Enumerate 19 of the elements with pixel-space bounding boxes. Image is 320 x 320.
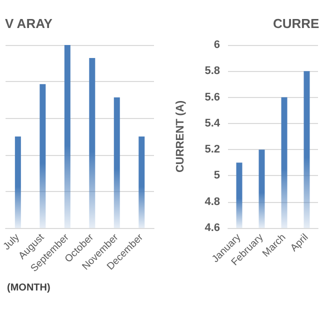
- chart-title: CURRE: [273, 16, 320, 31]
- y-tick-label: 5.2: [204, 144, 220, 156]
- y-tick-label: 5.4: [204, 117, 221, 130]
- x-axis-title: (MONTH): [7, 282, 50, 294]
- y-tick-label: 6: [214, 39, 220, 51]
- y-tick-label: 5.8: [204, 65, 220, 78]
- y-tick-label: 5: [214, 170, 220, 182]
- bar: [64, 45, 70, 228]
- y-tick-label: 4.8: [204, 196, 220, 208]
- chart-title: V ARAY: [5, 16, 53, 31]
- bar: [14, 136, 21, 228]
- y-tick-label: 5.6: [204, 91, 220, 104]
- bar: [138, 136, 145, 228]
- bar: [114, 97, 120, 228]
- y-axis-title: CURRENT (A): [174, 100, 186, 173]
- bar: [40, 84, 46, 228]
- y-tick-label: 4.6: [204, 222, 220, 234]
- x-tick-label: July: [1, 232, 22, 252]
- bar: [89, 58, 96, 228]
